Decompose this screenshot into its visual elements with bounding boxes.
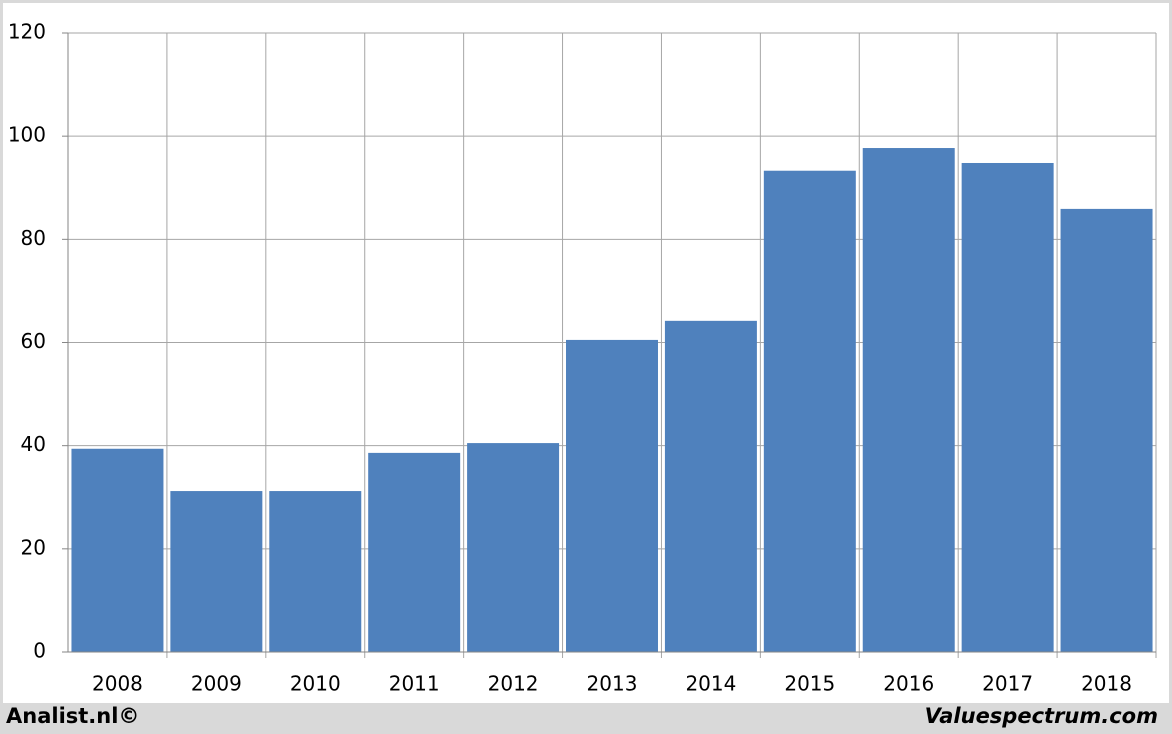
- x-tick-label: 2010: [290, 672, 341, 696]
- x-tick-label: 2014: [685, 672, 736, 696]
- bar: [368, 452, 461, 652]
- x-tick-label: 2009: [191, 672, 242, 696]
- bar: [1060, 208, 1153, 652]
- y-tick-label: 120: [8, 20, 46, 44]
- y-tick-label: 0: [33, 639, 46, 663]
- x-tick-label: 2008: [92, 672, 143, 696]
- bar: [862, 148, 955, 653]
- x-tick-label: 2015: [784, 672, 835, 696]
- x-tick-label: 2016: [883, 672, 934, 696]
- bar: [763, 170, 856, 653]
- bar: [467, 443, 560, 652]
- bar: [566, 339, 658, 652]
- x-tick-label: 2018: [1081, 672, 1132, 696]
- x-tick-label: 2017: [982, 672, 1033, 696]
- bar: [170, 491, 263, 652]
- bar: [269, 491, 362, 652]
- y-tick-label: 60: [21, 329, 46, 353]
- y-tick-label: 100: [8, 123, 46, 147]
- x-tick-label: 2011: [389, 672, 440, 696]
- bar: [71, 448, 164, 652]
- plot: 0 20 40 60 80 100 120 2008 2009 2010 2011 2012 2013 2…: [8, 20, 1157, 696]
- footer-left: Analist.nl©: [6, 704, 139, 728]
- y-tick-label: 20: [21, 535, 46, 559]
- x-tick-label: 2013: [587, 672, 638, 696]
- y-tick-label: 80: [21, 226, 46, 250]
- x-tick-label: 2012: [488, 672, 539, 696]
- footer-right: Valuespectrum.com: [925, 704, 1158, 728]
- bar: [664, 320, 757, 652]
- bar: [961, 162, 1054, 653]
- y-tick-label: 40: [21, 432, 46, 456]
